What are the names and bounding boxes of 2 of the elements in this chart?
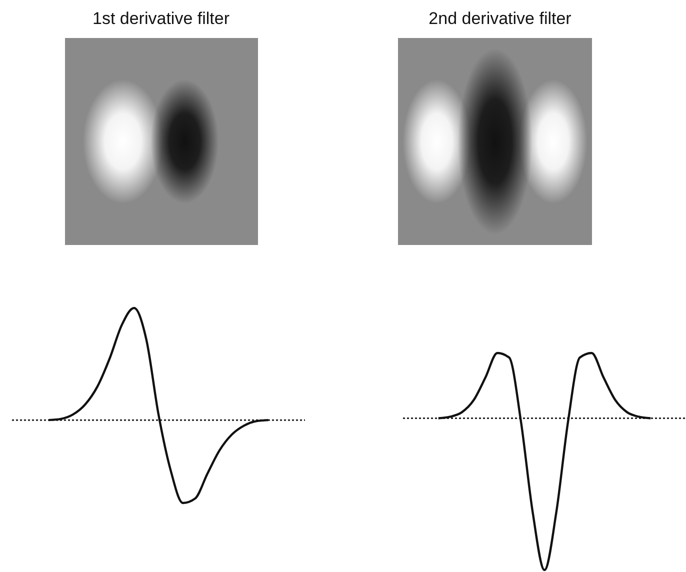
chart-title: 1st derivative filter [92,9,230,28]
chart-title: 2nd derivative filter [428,9,572,28]
